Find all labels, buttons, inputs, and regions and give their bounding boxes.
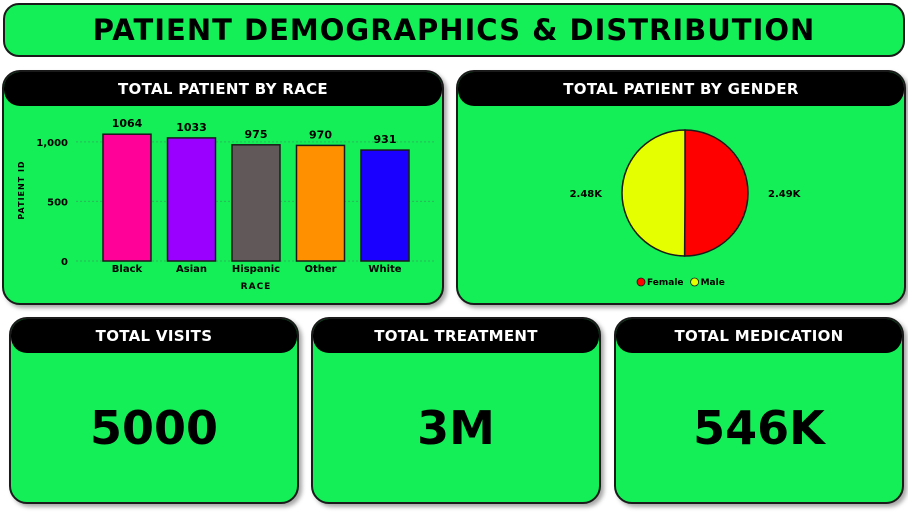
bar-asian: [166, 137, 217, 262]
kpi-card-total-visits: TOTAL VISITS 5000: [9, 317, 299, 504]
x-tick-label: Other: [304, 264, 336, 275]
y-tick-label: 1,000: [36, 138, 68, 149]
page-title: PATIENT DEMOGRAPHICS & DISTRIBUTION: [92, 13, 816, 47]
dashboard-title-bar: PATIENT DEMOGRAPHICS & DISTRIBUTION: [3, 3, 905, 57]
x-tick-label: Hispanic: [232, 264, 280, 275]
race-bar-chart: 0 500 1,000 1064 Black 1033 Asian 975 Hispanic 97…: [17, 117, 436, 292]
x-tick-label: Black: [112, 264, 143, 275]
y-axis-label: PATIENT ID: [17, 160, 26, 219]
data-label: 975: [245, 128, 268, 141]
kpi-value-total-treatment: 3M: [417, 400, 495, 455]
y-tick-label: 0: [61, 257, 68, 268]
legend-marker-male: [690, 277, 700, 287]
data-label: 1033: [176, 121, 207, 134]
kpi-card-total-treatment: TOTAL TREATMENT 3M: [311, 317, 601, 504]
gender-chart-header: TOTAL PATIENT BY GENDER: [458, 72, 904, 106]
data-label: 1064: [112, 117, 143, 130]
legend-label-male: Male: [701, 278, 725, 288]
x-tick-label: White: [368, 264, 401, 275]
data-label: 931: [374, 133, 397, 146]
legend-label-female: Female: [647, 278, 684, 288]
pie-data-label: 2.49K: [768, 189, 802, 200]
gender-pie-chart: 2.49K 2.48K Female Male: [570, 129, 802, 288]
bar-other: [295, 144, 346, 262]
race-chart-header: TOTAL PATIENT BY RACE: [4, 72, 442, 106]
legend-marker-female: [636, 277, 646, 287]
kpi-card-total-medication: TOTAL MEDICATION 546K: [614, 317, 904, 504]
gender-chart-card: TOTAL PATIENT BY GENDER 2.49K 2.48K Female…: [456, 70, 906, 305]
kpi-value-total-visits: 5000: [89, 400, 219, 455]
pie-slice-male: [621, 129, 686, 257]
pie-data-label: 2.48K: [570, 189, 604, 200]
x-tick-label: Asian: [176, 264, 207, 275]
data-label: 970: [309, 128, 332, 141]
kpi-value-total-medication: 546K: [693, 400, 825, 455]
bar-black: [102, 133, 152, 262]
kpi-header-total-treatment: TOTAL TREATMENT: [313, 319, 599, 353]
y-tick-label: 500: [47, 197, 68, 208]
bar-white: [360, 149, 410, 262]
kpi-header-total-medication: TOTAL MEDICATION: [616, 319, 902, 353]
pie-slice-female: [683, 129, 749, 257]
kpi-header-total-visits: TOTAL VISITS: [11, 319, 297, 353]
race-chart-card: TOTAL PATIENT BY RACE 0 500 1,000 1064 Black…: [2, 70, 444, 305]
bar-hispanic: [231, 144, 281, 262]
x-axis-label: RACE: [241, 282, 272, 292]
